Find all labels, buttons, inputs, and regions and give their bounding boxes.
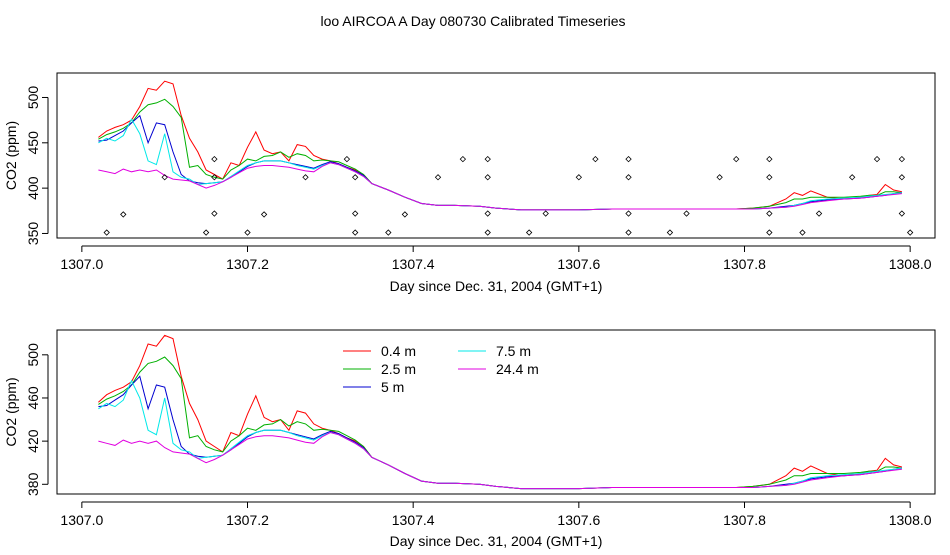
marker-point (434, 174, 442, 181)
series-line-1 (98, 356, 902, 490)
x-tick-label: 1307.6 (557, 512, 600, 528)
x-tick-label: 1307.2 (226, 256, 269, 272)
x-tick-label: 1308.0 (889, 512, 932, 528)
marker-point (352, 210, 359, 217)
x-tick-label: 1307.8 (723, 256, 766, 272)
marker-point (898, 174, 906, 181)
marker-point (666, 229, 674, 236)
series-line-4 (98, 162, 902, 211)
legend-label: 5 m (381, 379, 404, 395)
marker-point (211, 155, 218, 163)
marker-point (161, 174, 168, 181)
marker-point (849, 174, 856, 181)
y-tick-label: 450 (25, 131, 41, 155)
legend-label: 7.5 m (496, 343, 531, 359)
marker-point (766, 210, 773, 217)
marker-point (103, 229, 110, 236)
y-axis-label: CO2 (ppm) (3, 121, 19, 190)
marker-point (766, 174, 773, 181)
marker-point (799, 229, 806, 236)
y-tick-label: 500 (25, 86, 41, 110)
marker-point (766, 155, 773, 163)
y-tick-label: 500 (25, 343, 41, 367)
y-tick-label: 350 (25, 222, 41, 246)
marker-point (906, 229, 914, 236)
marker-point (625, 210, 632, 217)
marker-point (873, 155, 881, 163)
x-tick-label: 1307.0 (60, 512, 103, 528)
y-tick-label: 380 (25, 472, 41, 496)
marker-point (211, 174, 218, 181)
x-tick-label: 1307.2 (226, 512, 269, 528)
plot-frame (56, 329, 936, 495)
chart-panel-bottom: 1307.0 1307.2 1307.4 1307.6 1307.8 1308.0 Day … (3, 329, 936, 549)
marker-point (592, 155, 599, 163)
y-tick-label: 460 (25, 386, 41, 410)
legend-label: 2.5 m (381, 361, 416, 377)
chart-panel-top: 1307.0 1307.2 1307.4 1307.6 1307.8 1308.0 Day … (3, 72, 936, 294)
series-line-0 (98, 80, 903, 211)
marker-point (683, 210, 690, 217)
series-line-1 (98, 98, 902, 211)
x-tick-label: 1308.0 (889, 256, 932, 272)
legend-label: 24.4 m (496, 361, 539, 377)
marker-point (484, 210, 491, 217)
x-tick-label: 1307.4 (392, 512, 435, 528)
marker-point (385, 229, 392, 236)
marker-point (302, 174, 309, 181)
x-tick-label: 1307.0 (60, 256, 103, 272)
x-axis-label: Day since Dec. 31, 2004 (GMT+1) (390, 278, 603, 294)
figure-title: loo AIRCOA A Day 080730 Calibrated Times… (320, 13, 625, 29)
y-tick-label: 400 (25, 176, 41, 200)
marker-point (484, 155, 491, 163)
marker-point (352, 174, 359, 181)
x-tick-label: 1307.4 (392, 256, 435, 272)
marker-point (716, 174, 723, 181)
plot-frame (56, 72, 936, 239)
marker-point (401, 211, 409, 218)
chart-legend: 0.4 m 2.5 m 5 m 7.5 m 24.4 m (343, 343, 539, 395)
marker-point (202, 229, 210, 236)
marker-point (815, 210, 823, 217)
marker-point (352, 229, 359, 236)
series-line-3 (98, 118, 902, 211)
marker-point (733, 155, 740, 163)
marker-point (484, 229, 491, 236)
marker-point (625, 155, 632, 163)
series-line-2 (98, 114, 902, 211)
y-axis-label: CO2 (ppm) (3, 377, 19, 446)
series-line-0 (98, 334, 903, 490)
legend-label: 0.4 m (381, 343, 416, 359)
marker-point (211, 210, 218, 217)
marker-point (244, 229, 251, 236)
marker-point (542, 210, 549, 217)
series-line-4 (98, 431, 902, 490)
y-tick-label: 420 (25, 429, 41, 453)
marker-point (459, 155, 467, 163)
x-tick-label: 1307.8 (723, 512, 766, 528)
x-tick-label: 1307.6 (557, 256, 600, 272)
marker-point (343, 155, 351, 163)
marker-point (260, 211, 268, 218)
marker-point (625, 229, 632, 236)
marker-point (766, 229, 773, 236)
x-axis-label: Day since Dec. 31, 2004 (GMT+1) (390, 533, 603, 549)
marker-point (898, 210, 906, 217)
marker-point (625, 174, 632, 181)
marker-point (575, 174, 582, 181)
series-line-3 (98, 379, 902, 490)
series-line-2 (98, 375, 902, 490)
marker-point (484, 174, 491, 181)
marker-point (898, 155, 906, 163)
marker-point (525, 229, 533, 236)
marker-point (120, 211, 127, 218)
